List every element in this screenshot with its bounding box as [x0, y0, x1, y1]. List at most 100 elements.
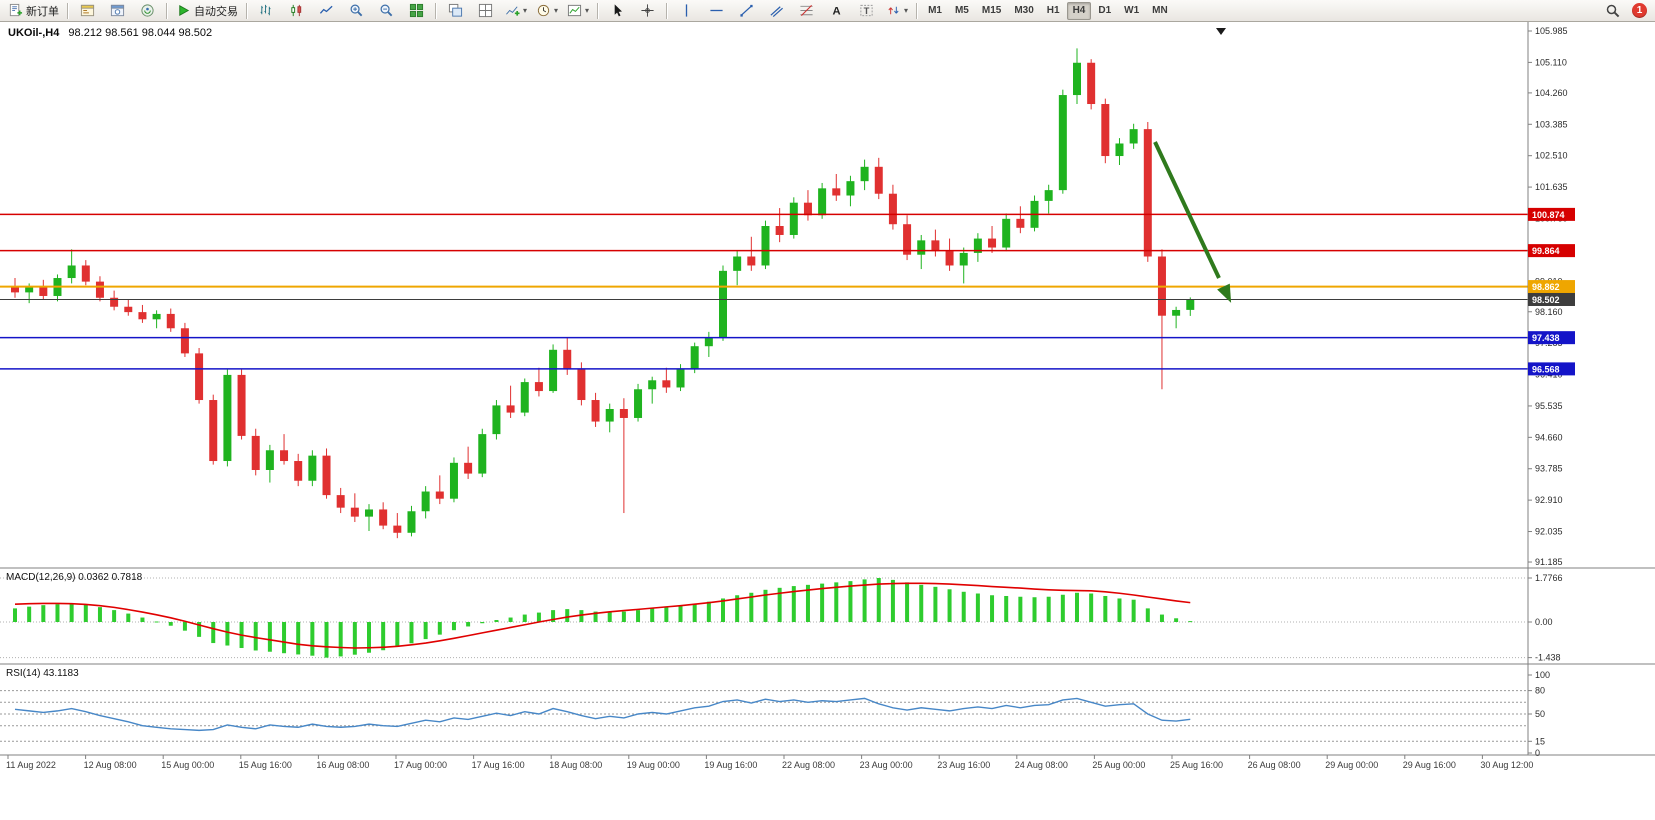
svg-text:95.535: 95.535: [1535, 401, 1563, 411]
tile-windows-icon: [409, 3, 424, 18]
timeframe-mn-button[interactable]: MN: [1152, 4, 1168, 16]
navigator-button[interactable]: [103, 0, 132, 21]
symbol-name: UKOil-,H4: [8, 27, 60, 39]
time-axis-labels: 11 Aug 2022 12 Aug 08:00 15 Aug 00:00 15 Au…: [6, 755, 1533, 770]
trend-arrow-annotation[interactable]: [1153, 141, 1237, 306]
toolbar-separator: [916, 2, 919, 19]
bar-chart-type-button[interactable]: [252, 0, 281, 21]
svg-text:12 Aug 08:00: 12 Aug 08:00: [84, 760, 137, 770]
svg-text:101.635: 101.635: [1535, 182, 1568, 192]
zoom-in-icon: [350, 4, 363, 17]
terminal-button[interactable]: [133, 0, 162, 21]
svg-text:17 Aug 00:00: 17 Aug 00:00: [394, 760, 447, 770]
svg-text:29 Aug 16:00: 29 Aug 16:00: [1403, 760, 1456, 770]
price-tag-96.568: 96.568: [1528, 362, 1575, 376]
candlestick-chart-type-button[interactable]: [282, 0, 311, 21]
symbol-ohlc-values: 98.212 98.561 98.044 98.502: [68, 27, 213, 39]
svg-text:-1.438: -1.438: [1535, 653, 1561, 663]
channel-tool-button[interactable]: [762, 0, 791, 21]
timeframe-h1-button[interactable]: H1: [1046, 4, 1060, 16]
cursor-icon: [614, 4, 623, 17]
rsi-indicator-label: RSI(14) 43.1183: [6, 668, 79, 679]
arrows-tool-icon: [888, 6, 899, 15]
market-watch-icon: [80, 4, 95, 17]
svg-text:15: 15: [1535, 736, 1545, 746]
svg-text:19 Aug 00:00: 19 Aug 00:00: [627, 760, 680, 770]
toolbar-separator: [67, 2, 69, 19]
line-chart-type-button[interactable]: [312, 0, 341, 21]
vertical-line-icon: [685, 4, 688, 17]
trendline-tool-button[interactable]: [732, 0, 761, 21]
horizontal-line-tool-button[interactable]: [702, 0, 731, 21]
svg-text:24 Aug 08:00: 24 Aug 08:00: [1015, 760, 1068, 770]
text-label-tool-button[interactable]: T: [852, 0, 881, 21]
macd-panel: 1.7766 0.00 -1.438: [0, 573, 1563, 663]
svg-text:17 Aug 16:00: 17 Aug 16:00: [472, 760, 525, 770]
svg-text:105.985: 105.985: [1535, 26, 1568, 36]
periods-button[interactable]: ▾: [532, 0, 562, 21]
svg-text:0.00: 0.00: [1535, 617, 1553, 627]
templates-button[interactable]: ▾: [563, 0, 593, 21]
zoom-in-button[interactable]: [342, 0, 371, 21]
svg-text:15 Aug 00:00: 15 Aug 00:00: [161, 760, 214, 770]
timeframe-m5-button[interactable]: M5: [954, 4, 969, 16]
cursor-button[interactable]: [603, 0, 632, 21]
toolbar-separator: [435, 2, 437, 19]
market-watch-button[interactable]: [73, 0, 102, 21]
toolbar-separator: [666, 2, 669, 19]
auto-trading-label: 自动交易: [194, 5, 238, 18]
new-order-icon: [9, 3, 23, 17]
svg-text:23 Aug 00:00: 23 Aug 00:00: [860, 760, 913, 770]
timeframe-d1-button[interactable]: D1: [1098, 4, 1112, 16]
fibonacci-tool-button[interactable]: [792, 0, 821, 21]
svg-text:29 Aug 00:00: 29 Aug 00:00: [1325, 760, 1378, 770]
timeframe-w1-button[interactable]: W1: [1124, 4, 1140, 16]
text-tool-button[interactable]: A: [822, 0, 851, 21]
svg-text:105.110: 105.110: [1535, 57, 1567, 67]
toolbar-separator: [597, 2, 600, 19]
price-tag-97.438: 97.438: [1528, 331, 1575, 345]
timeframe-m30-button[interactable]: M30: [1014, 4, 1034, 16]
svg-text:98.502: 98.502: [1532, 295, 1560, 305]
cascade-windows-button[interactable]: [441, 0, 470, 21]
new-order-button[interactable]: 新订单: [4, 0, 63, 21]
crosshair-button[interactable]: [633, 0, 662, 21]
chevron-down-icon: ▾: [585, 5, 590, 15]
svg-text:92.910: 92.910: [1535, 495, 1563, 505]
search-button[interactable]: [1598, 0, 1627, 21]
text-label-glyph: T: [864, 6, 870, 16]
timeframe-h4-button[interactable]: H4: [1066, 1, 1092, 20]
chart-window: 105.985 105.110 104.260 103.385 102.510 101.6…: [0, 22, 1655, 820]
timeframe-m1-button[interactable]: M1: [928, 4, 942, 16]
text-tool-glyph: A: [832, 5, 840, 17]
toolbar-separator: [246, 2, 248, 19]
search-icon: [1606, 4, 1619, 17]
tile-windows-button[interactable]: [402, 0, 431, 21]
svg-text:98.160: 98.160: [1535, 307, 1563, 317]
zoom-out-button[interactable]: [372, 0, 401, 21]
svg-text:11 Aug 2022: 11 Aug 2022: [6, 760, 56, 770]
svg-text:94.660: 94.660: [1535, 432, 1563, 442]
indicators-button[interactable]: ▾: [501, 0, 531, 21]
periods-clock-icon: [537, 4, 550, 17]
bar-chart-type-icon: [260, 4, 271, 16]
arrange-windows-button[interactable]: [471, 0, 500, 21]
line-chart-type-icon: [319, 5, 333, 14]
main-toolbar: 新订单 自动交易: [0, 0, 1655, 22]
vertical-line-tool-button[interactable]: [672, 0, 701, 21]
svg-text:97.438: 97.438: [1532, 333, 1560, 343]
timeframe-m15-button[interactable]: M15: [981, 4, 1002, 16]
terminal-icon: [141, 4, 154, 17]
chart-shift-marker[interactable]: [1216, 28, 1226, 35]
svg-text:16 Aug 08:00: 16 Aug 08:00: [316, 760, 369, 770]
arrows-tool-button[interactable]: ▾: [882, 0, 912, 21]
svg-text:96.568: 96.568: [1532, 364, 1560, 374]
cascade-windows-icon: [448, 3, 463, 17]
auto-trading-button[interactable]: 自动交易: [172, 0, 242, 21]
price-tag-98.862: 98.862: [1528, 280, 1575, 294]
chart-canvas[interactable]: 105.985 105.110 104.260 103.385 102.510 101.6…: [0, 22, 1655, 820]
svg-text:15 Aug 16:00: 15 Aug 16:00: [239, 760, 292, 770]
notification-badge[interactable]: 1: [1632, 3, 1647, 18]
auto-trading-icon: [179, 5, 190, 16]
